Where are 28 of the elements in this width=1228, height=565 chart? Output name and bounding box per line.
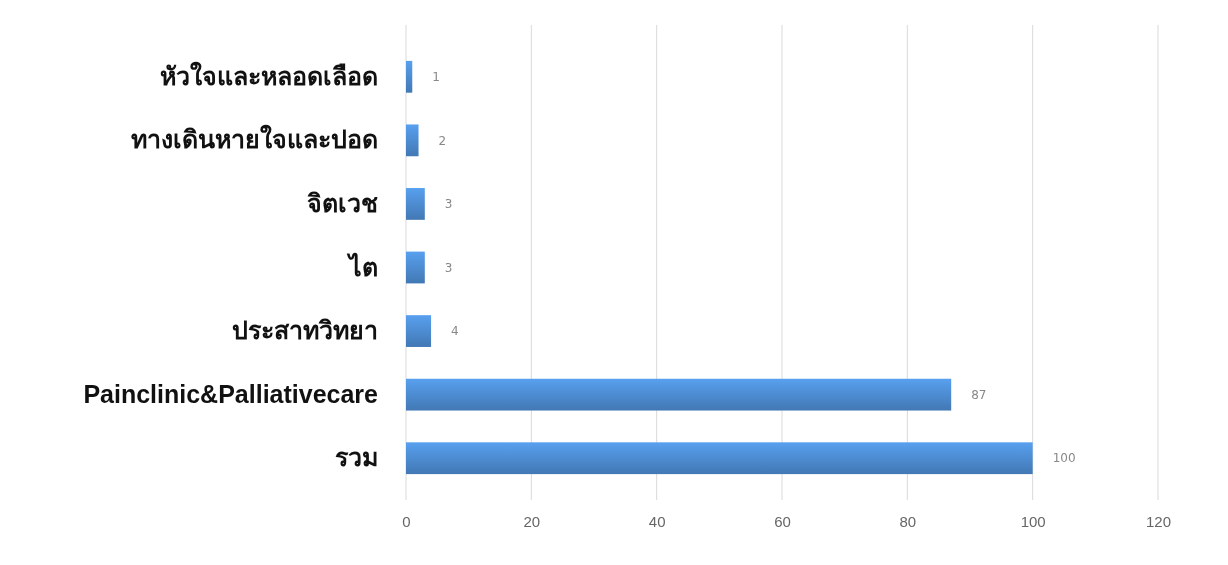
- bar: [406, 378, 952, 411]
- data-label: 87: [971, 387, 987, 402]
- y-tick-label: รวม: [335, 443, 378, 472]
- data-label: 3: [444, 260, 453, 275]
- x-tick-label: 60: [774, 512, 791, 530]
- bar: [406, 442, 1033, 475]
- y-tick-label: จิตเวช: [307, 188, 378, 217]
- x-tick-label: 80: [899, 512, 917, 530]
- x-tick-label: 100: [1020, 512, 1046, 530]
- bar: [406, 251, 425, 284]
- data-label: 3: [444, 197, 453, 212]
- data-label: 4: [451, 324, 459, 339]
- data-label: 1: [432, 69, 440, 84]
- y-tick-label: ไต: [346, 251, 378, 281]
- x-tick-label: 0: [402, 512, 411, 530]
- bar: [406, 315, 432, 347]
- data-label: 100: [1052, 451, 1076, 466]
- x-tick-label: 40: [648, 512, 666, 530]
- bar: [406, 188, 425, 220]
- data-label: 2: [438, 133, 447, 148]
- bar: [406, 124, 419, 157]
- y-tick-label: หัวใจและหลอดเลือด: [160, 60, 378, 90]
- x-tick-label: 120: [1145, 512, 1172, 530]
- bar: [406, 60, 413, 93]
- y-tick-label: ทางเดินหายใจและปอด: [131, 124, 378, 154]
- y-tick-label: Painclinic&Palliativecare: [83, 379, 379, 408]
- y-tick-label: ประสาทวิทยา: [232, 316, 378, 345]
- x-tick-label: 20: [523, 512, 541, 530]
